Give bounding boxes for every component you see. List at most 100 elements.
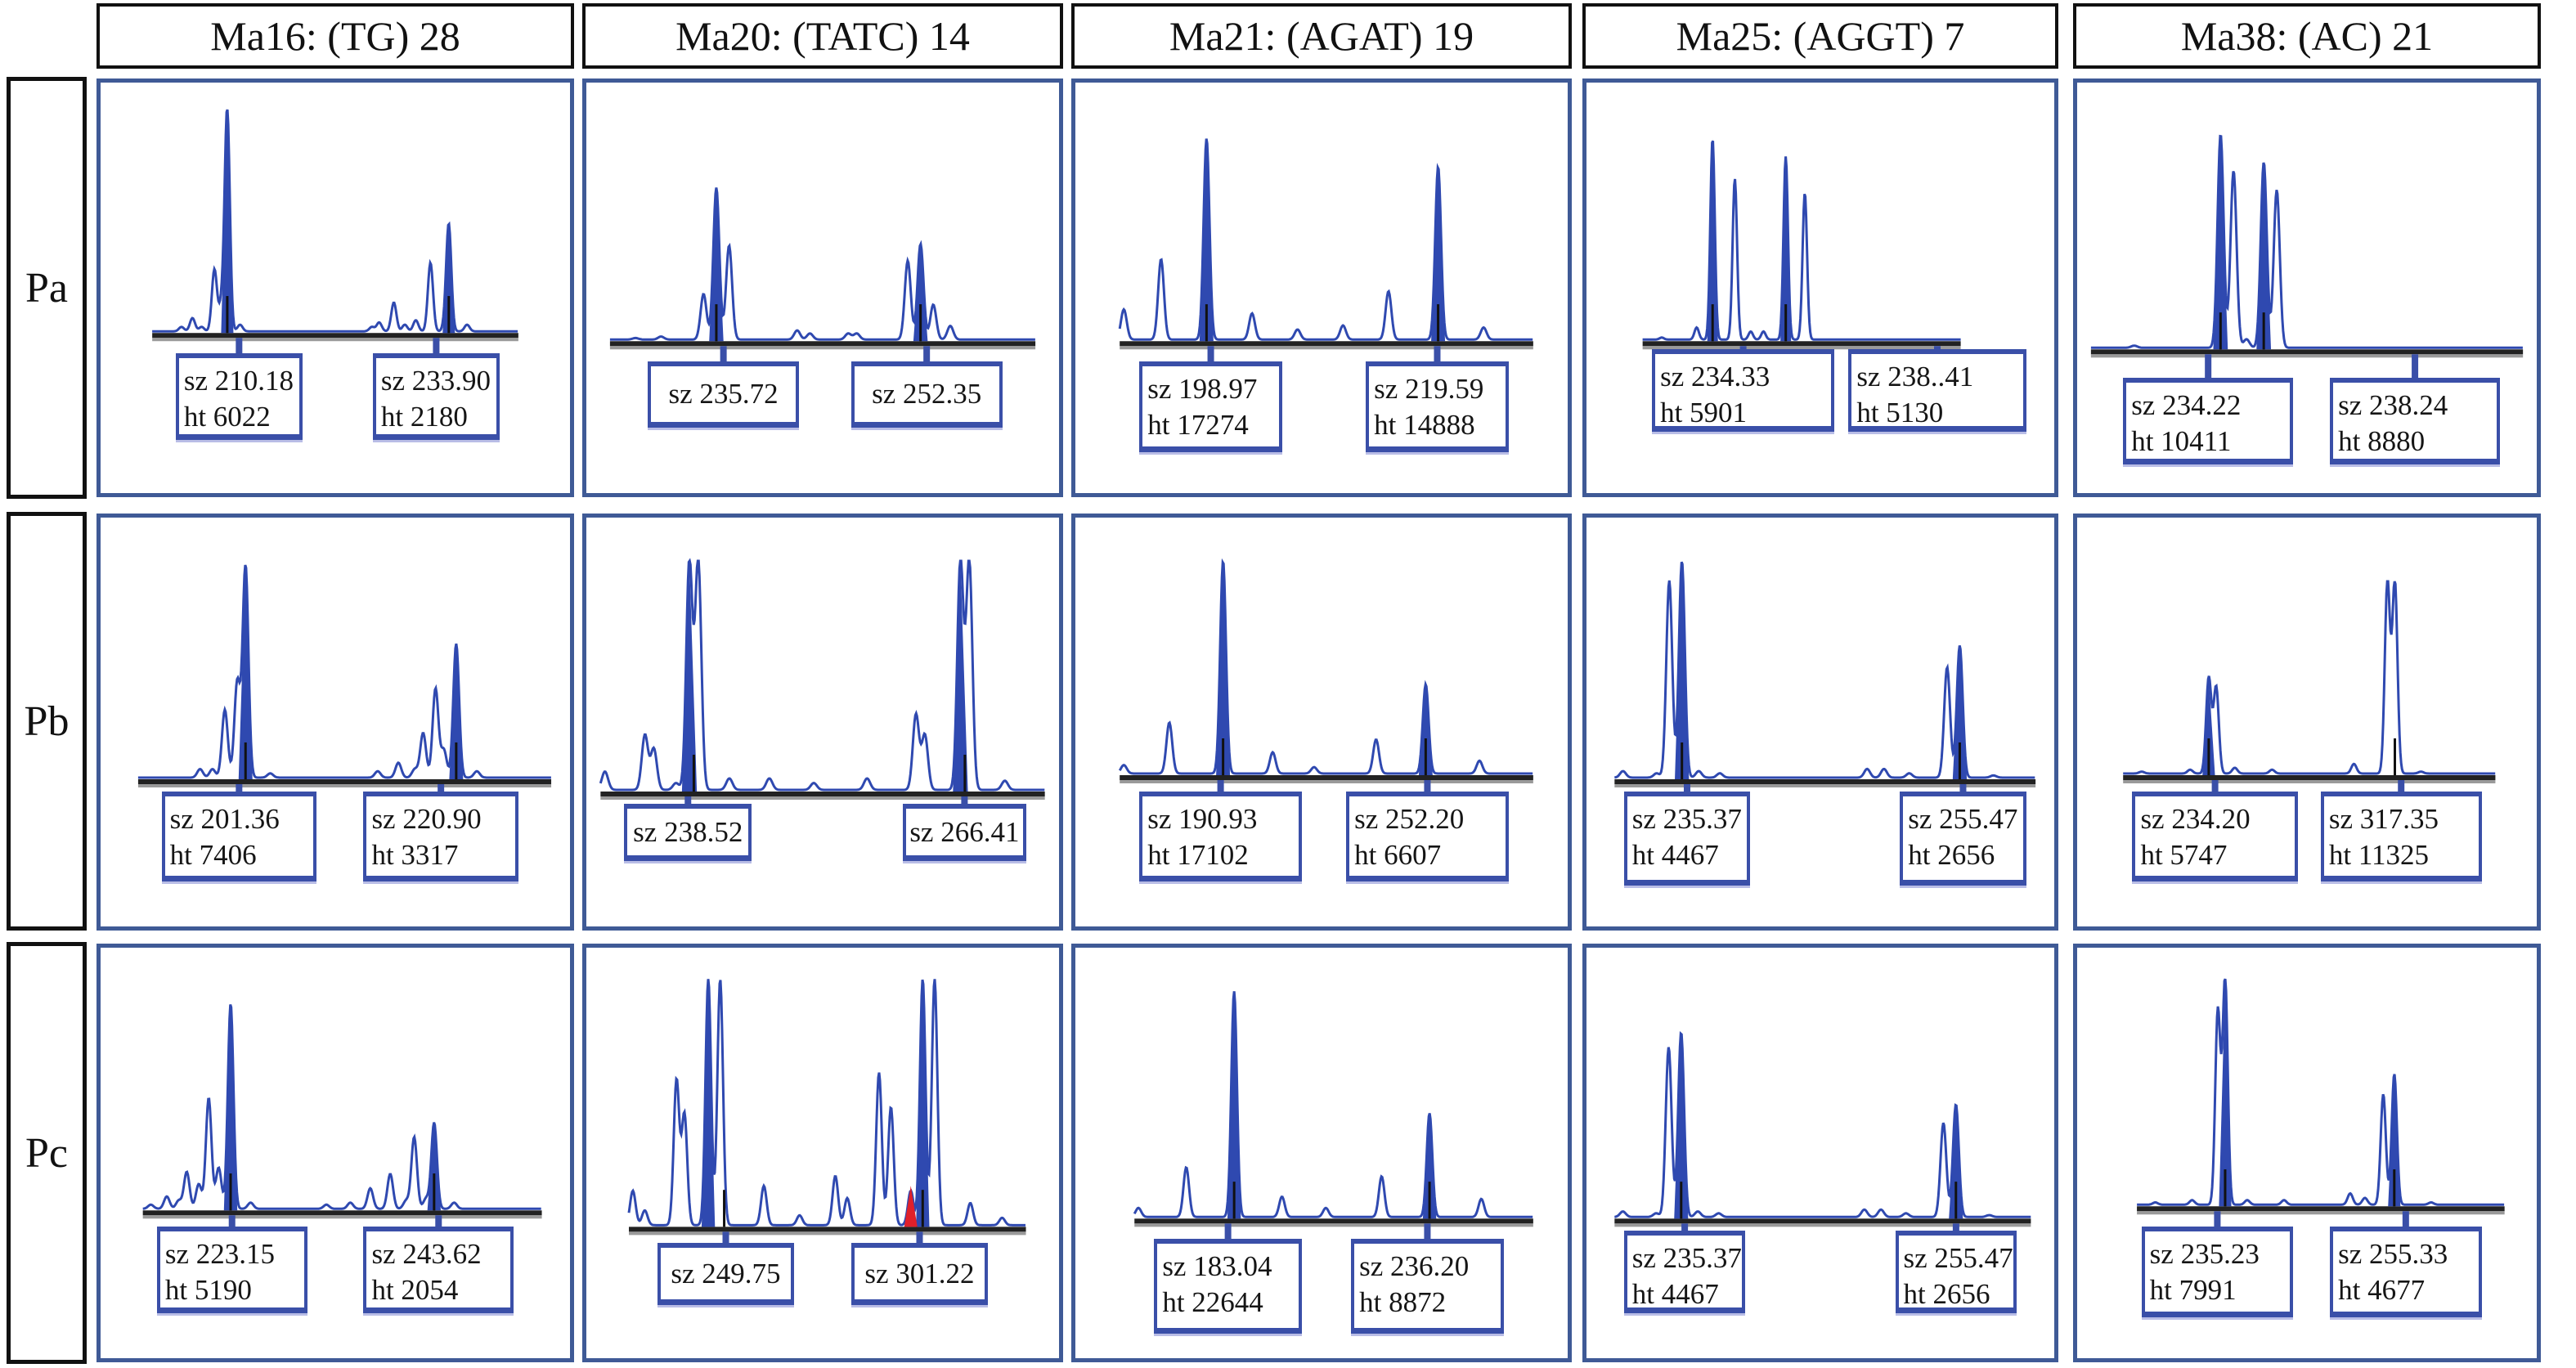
trace-line <box>2137 978 2505 1206</box>
electropherogram-trace <box>137 564 552 793</box>
electropherogram-trace <box>1118 138 1533 364</box>
baseline-axis <box>2090 349 2524 355</box>
called-allele-peak <box>1216 561 1231 775</box>
baseline-axis <box>609 341 1036 347</box>
allele-size-label: sz 317.35 <box>2328 803 2439 835</box>
callout-connector <box>1959 784 1967 793</box>
allele-size-label: sz 243.62 <box>371 1238 482 1271</box>
callout-connector <box>228 1215 236 1229</box>
allele-height-label: ht 2656 <box>1903 1278 1990 1311</box>
allele-size-label: sz 233.90 <box>380 365 491 397</box>
baseline-shadow <box>629 1231 1026 1236</box>
allele-height-label: ht 2054 <box>371 1274 459 1307</box>
baseline-shadow <box>600 796 1045 800</box>
allele-callout: sz 235.23 ht 7991 <box>2141 1227 2294 1317</box>
electropherogram-trace <box>152 109 518 356</box>
row-label-pb: Pb <box>7 512 87 931</box>
panel-pb-ma21: sz 190.93 ht 17102 sz 252.20 ht 6607 <box>1071 514 1572 931</box>
allele-size-label: sz 183.04 <box>1162 1250 1272 1283</box>
callout-connector <box>1224 1223 1232 1241</box>
panel-pc-ma16: sz 223.15 ht 5190 sz 243.62 ht 2054 <box>96 944 574 1362</box>
callout-connector <box>916 1231 923 1245</box>
allele-height-label: ht 6607 <box>1354 839 1442 871</box>
allele-height-label: ht 5190 <box>164 1274 252 1307</box>
allele-size-label: sz 238..41 <box>1856 361 1974 393</box>
electropherogram-trace <box>609 187 1036 364</box>
baseline-shadow <box>1614 784 2036 787</box>
called-allele-peak <box>916 979 930 1227</box>
called-allele-peak <box>221 110 234 334</box>
trace-line <box>142 1004 541 1210</box>
allele-size-label: sz 201.36 <box>169 803 280 835</box>
callout-connector <box>2398 780 2405 793</box>
called-allele-peak <box>442 225 456 334</box>
baseline-shadow <box>137 784 552 787</box>
allele-callout: sz 210.18 ht 6022 <box>175 353 303 440</box>
called-allele-peak <box>449 644 464 779</box>
callout-connector <box>1934 346 1941 352</box>
allele-size-label: sz 235.23 <box>2149 1238 2260 1271</box>
allele-height-label: ht 5901 <box>1660 397 1748 429</box>
allele-height-label: ht 7406 <box>169 839 257 871</box>
called-allele-peak <box>223 1003 238 1211</box>
allele-height-label: ht 4677 <box>2338 1274 2426 1307</box>
electropherogram-trace <box>1614 561 2036 793</box>
baseline-shadow <box>2123 780 2496 783</box>
electropherogram-trace <box>142 1003 542 1229</box>
callout-connector <box>923 346 931 364</box>
panel-pc-ma38: sz 235.23 ht 7991 sz 255.33 ht 4677 <box>2073 944 2541 1362</box>
allele-height-label: ht 17274 <box>1147 409 1249 442</box>
column-header-ma20: Ma20: (TATC) 14 <box>582 3 1063 69</box>
allele-callout: sz 235.37 ht 4467 <box>1623 792 1751 886</box>
allele-callout: sz 249.75 <box>657 1243 795 1305</box>
allele-size-label: sz 235.37 <box>1631 1242 1742 1275</box>
callout-connector <box>722 1231 729 1245</box>
allele-size-label: sz 198.97 <box>1147 373 1258 406</box>
called-allele-peak <box>2256 162 2272 350</box>
called-allele-peak <box>1780 156 1792 342</box>
allele-height-label: ht 2180 <box>380 401 468 433</box>
panel-pa-ma25: sz 234.33 ht 5901 sz 238..41 ht 5130 <box>1582 78 2058 497</box>
trace-line <box>1642 140 1961 341</box>
allele-callout: sz 190.93 ht 17102 <box>1139 792 1302 881</box>
column-header-ma38: Ma38: (AC) 21 <box>2073 3 2541 69</box>
allele-callout: sz 252.20 ht 6607 <box>1346 792 1509 881</box>
callout-connector <box>1424 780 1431 793</box>
callout-connector <box>1424 1223 1431 1241</box>
called-allele-peak <box>1227 991 1241 1219</box>
called-allele-peak <box>1952 645 1968 779</box>
allele-callout: sz 252.35 <box>850 361 1003 428</box>
allele-callout: sz 243.62 ht 2054 <box>363 1227 514 1313</box>
allele-size-label: sz 234.20 <box>2140 803 2251 835</box>
callout-connector <box>1681 1223 1689 1233</box>
baseline-shadow <box>1614 1223 2031 1227</box>
row-label-pa: Pa <box>7 77 87 499</box>
callout-connector <box>961 796 968 805</box>
callout-connector <box>438 784 445 793</box>
electropherogram-trace <box>1133 991 1533 1241</box>
callout-connector <box>2205 354 2212 380</box>
panel-pc-ma25: sz 235.37 ht 4467 sz 255.47 ht 2656 <box>1582 944 2058 1362</box>
allele-callout: sz 255.47 ht 2656 <box>1895 1231 2017 1313</box>
baseline-shadow <box>609 346 1036 350</box>
called-allele-peak <box>1431 166 1446 342</box>
allele-callout: sz 234.20 ht 5747 <box>2132 792 2298 881</box>
callout-connector <box>236 338 243 356</box>
electropherogram-trace <box>1614 1031 2031 1233</box>
allele-size-label: sz 249.75 <box>671 1257 781 1290</box>
panel-pc-ma21: sz 183.04 ht 22644 sz 236.20 ht 8872 <box>1071 944 1572 1362</box>
allele-callout: sz 220.90 ht 3317 <box>363 792 518 881</box>
allele-callout: sz 238.24 ht 8880 <box>2330 378 2501 464</box>
allele-height-label: ht 8880 <box>2338 425 2426 458</box>
electropherogram-trace <box>2123 580 2496 793</box>
callout-connector <box>1217 780 1224 793</box>
panel-pc-ma20: sz 249.75 sz 301.22 <box>582 944 1063 1362</box>
called-allele-peak <box>1418 684 1433 775</box>
allele-callout: sz 238..41 ht 5130 <box>1848 349 2026 432</box>
called-allele-peak <box>1949 1104 1963 1219</box>
callout-connector <box>236 784 243 793</box>
electropherogram-trace <box>627 979 1026 1245</box>
allele-height-label: ht 4467 <box>1631 1278 1719 1311</box>
callout-connector <box>1434 346 1441 364</box>
electropherogram-trace <box>1118 558 1533 793</box>
